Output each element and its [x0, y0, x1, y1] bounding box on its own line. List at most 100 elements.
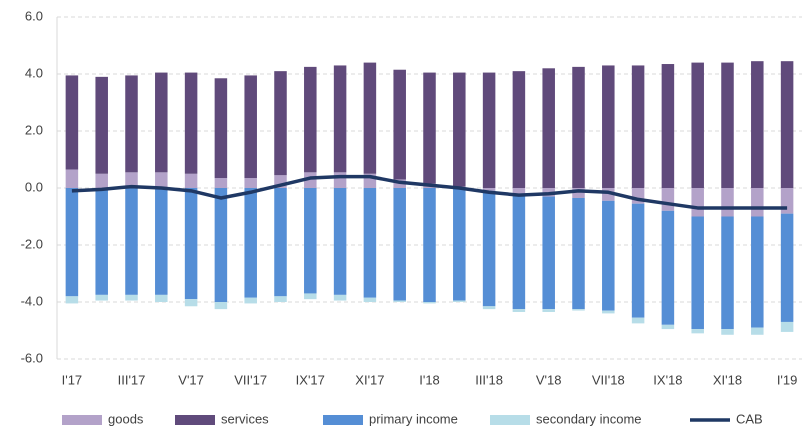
bar-segment — [453, 300, 466, 302]
bar-segment — [274, 188, 287, 297]
bar-segment — [244, 297, 257, 304]
bar-segment — [572, 197, 585, 310]
bar-segment — [751, 61, 764, 188]
bar-segment — [125, 172, 138, 188]
bar-segment — [393, 300, 406, 302]
y-tick-label: 2.0 — [25, 122, 43, 137]
legend-label: secondary income — [536, 411, 642, 426]
bar-segment — [661, 188, 675, 211]
bar-segment — [661, 64, 675, 188]
legend-label: services — [221, 411, 269, 426]
bar-segment — [125, 294, 138, 301]
x-tick-label: III'17 — [118, 372, 146, 387]
bar-segment — [65, 169, 79, 188]
legend-label: primary income — [369, 411, 458, 426]
bar-segment — [304, 66, 317, 173]
bar-segment — [751, 216, 764, 328]
bar-segment — [244, 178, 257, 188]
bar-segment — [661, 210, 675, 325]
bar-segment — [691, 329, 704, 334]
legend-label: goods — [108, 411, 144, 426]
y-tick-label: -4.0 — [21, 293, 43, 308]
bar-segment — [333, 172, 347, 188]
x-tick-label: V'17 — [178, 372, 204, 387]
bar-segment — [780, 213, 794, 322]
x-tick-label: I'17 — [62, 372, 83, 387]
bar-segment — [244, 188, 257, 298]
legend-swatch — [175, 415, 215, 425]
bar-segment — [602, 200, 615, 311]
bar-segment — [482, 188, 496, 191]
bar-segment — [512, 193, 526, 310]
bar-segment — [363, 297, 377, 302]
bar-segment — [65, 296, 79, 304]
y-tick-label: 4.0 — [25, 65, 43, 80]
bar-segment — [453, 72, 466, 187]
bar-segment — [125, 75, 138, 173]
x-tick-label: III'18 — [475, 372, 503, 387]
bar-segment — [155, 188, 168, 295]
bar-segment — [721, 216, 734, 330]
bar-segment — [184, 173, 198, 188]
line — [71, 174, 788, 210]
bar-segment — [542, 196, 555, 310]
legend-swatch — [490, 415, 530, 425]
legend-swatch — [62, 415, 102, 425]
bar-segment — [721, 188, 734, 217]
bar-segment — [691, 216, 704, 330]
bar-segment — [691, 188, 704, 217]
x-tick-label: XI'18 — [713, 372, 742, 387]
x-tick-label: IX'18 — [653, 372, 682, 387]
bar-segment — [65, 75, 79, 170]
bar-segment — [304, 293, 317, 300]
bar-segment — [542, 68, 555, 188]
bar-segment — [453, 188, 466, 301]
bar-segment — [572, 66, 585, 188]
bar-segment — [721, 62, 734, 188]
x-tick-label: VII'18 — [592, 372, 625, 387]
x-tick-label: VII'17 — [234, 372, 267, 387]
bar-segment — [512, 71, 526, 188]
x-tick-label: I'19 — [777, 372, 798, 387]
bar-segment — [333, 294, 347, 301]
bar-segment — [482, 190, 496, 307]
bar-segment — [572, 309, 585, 311]
bar-segment — [661, 324, 675, 330]
bar-segment — [65, 188, 79, 297]
bar-segment — [631, 203, 645, 318]
y-tick-label: 0.0 — [25, 179, 43, 194]
bar-segment — [214, 188, 228, 302]
bar-segment — [333, 65, 347, 173]
bar-segment — [214, 178, 228, 188]
bar-segment — [155, 294, 168, 302]
bar-segment — [184, 299, 198, 307]
bar-segment — [155, 72, 168, 173]
bar-segment — [125, 188, 138, 295]
bar-segment — [95, 294, 108, 301]
bar-segment — [631, 317, 645, 324]
bar-segment — [274, 71, 287, 176]
bar-segment — [780, 61, 794, 188]
bar-segment — [691, 62, 704, 188]
bar-segment — [602, 310, 615, 314]
bar-segment — [333, 188, 347, 295]
bar-segment — [721, 329, 734, 335]
x-tick-label: XI'17 — [355, 372, 384, 387]
x-tick-label: I'18 — [419, 372, 440, 387]
bar-segment — [184, 188, 198, 300]
bar-segment — [512, 309, 526, 312]
bar-segment — [602, 65, 615, 188]
bar-segment — [304, 188, 317, 294]
bar-segment — [482, 72, 496, 188]
bar-segment — [631, 65, 645, 188]
bar-segment — [393, 69, 406, 180]
bar-segment — [780, 321, 794, 332]
bar-segment — [184, 72, 198, 174]
bar-segment — [155, 172, 168, 188]
bar-segment — [393, 188, 406, 301]
bar-segment — [95, 173, 108, 188]
legend-swatch — [323, 415, 363, 425]
y-tick-label: -6.0 — [21, 350, 43, 365]
bar-segment — [214, 78, 228, 179]
